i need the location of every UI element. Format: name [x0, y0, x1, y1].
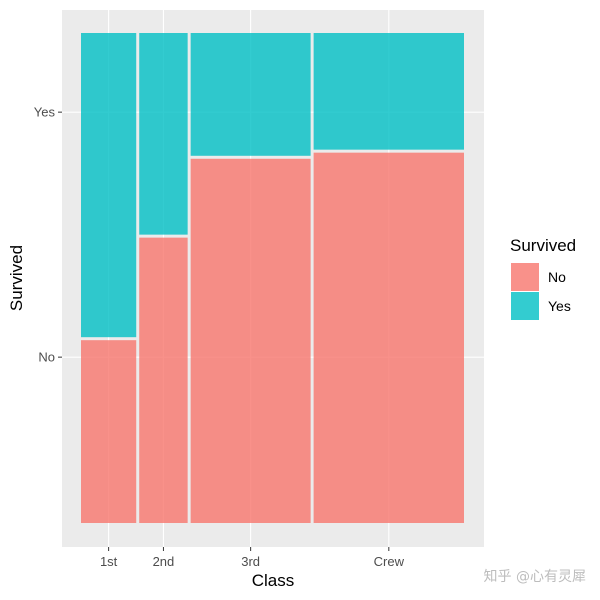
mosaic-tiles [81, 33, 464, 524]
legend: Survived No Yes [510, 236, 576, 320]
x-tick-label: Crew [374, 554, 405, 569]
x-tick-label: 1st [100, 554, 118, 569]
y-tick-label: No [38, 350, 55, 365]
tile-crew-yes [313, 33, 464, 150]
y-axis: No Yes [34, 105, 62, 365]
y-axis-title: Survived [7, 245, 26, 311]
tile-crew-no [313, 152, 464, 523]
tile-2nd-no [139, 237, 188, 524]
legend-label-no: No [548, 269, 566, 285]
x-tick-label: 2nd [153, 554, 175, 569]
x-axis-title: Class [252, 571, 295, 590]
watermark: 知乎 @心有灵犀 [483, 569, 586, 585]
legend-label-yes: Yes [548, 298, 571, 314]
tile-3rd-yes [190, 33, 311, 156]
tile-3rd-no [190, 158, 311, 523]
x-axis: 1st 2nd 3rd Crew [100, 547, 405, 569]
tile-1st-no [81, 340, 137, 523]
legend-key-no [511, 263, 539, 291]
x-tick-label: 3rd [241, 554, 260, 569]
tile-2nd-yes [139, 33, 188, 235]
tile-1st-yes [81, 33, 137, 338]
y-tick-label: Yes [34, 105, 56, 120]
legend-key-yes [511, 292, 539, 320]
legend-title: Survived [510, 236, 576, 255]
